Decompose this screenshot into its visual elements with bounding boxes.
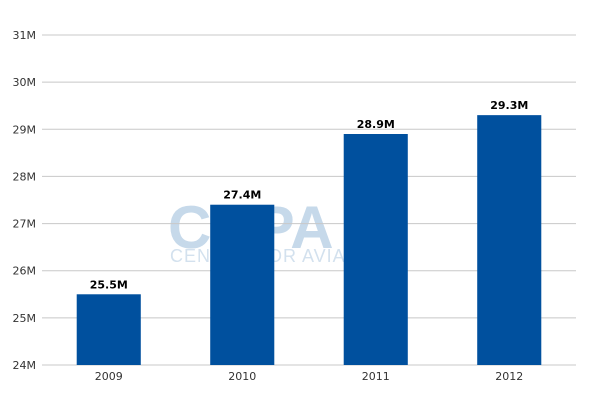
x-tick-label: 2010 <box>228 370 256 383</box>
y-tick-label: 24M <box>13 359 37 372</box>
x-tick-label: 2009 <box>95 370 123 383</box>
y-tick-label: 29M <box>13 123 37 136</box>
bars <box>76 115 542 366</box>
y-axis-tick-labels: 24M 25M 26M 27M 28M 29M 30M 31M <box>13 29 37 372</box>
data-labels: 25.5M 27.4M 28.9M 29.3M <box>90 99 529 291</box>
y-tick-label: 31M <box>13 29 37 42</box>
bar <box>210 204 275 365</box>
data-label: 29.3M <box>490 99 528 112</box>
bar <box>76 294 141 365</box>
y-tick-label: 28M <box>13 170 37 183</box>
data-label: 28.9M <box>357 118 395 131</box>
x-tick-label: 2011 <box>362 370 390 383</box>
y-tick-label: 25M <box>13 312 37 325</box>
x-axis-tick-labels: 2009 2010 2011 2012 <box>95 370 524 383</box>
x-tick-label: 2012 <box>495 370 523 383</box>
y-tick-label: 27M <box>13 218 37 231</box>
data-label: 27.4M <box>223 189 261 202</box>
bar <box>477 115 542 366</box>
bar <box>343 134 408 365</box>
y-tick-label: 30M <box>13 76 37 89</box>
y-tick-label: 26M <box>13 265 37 278</box>
data-label: 25.5M <box>90 278 128 291</box>
